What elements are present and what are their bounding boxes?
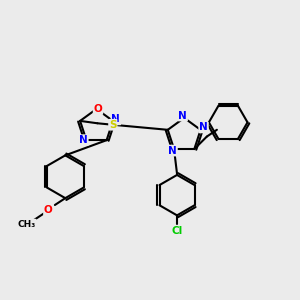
Text: CH₃: CH₃ [17,220,36,229]
Text: N: N [178,110,187,121]
Text: O: O [44,205,53,215]
Text: S: S [109,120,116,130]
Text: N: N [168,146,177,156]
Text: N: N [199,122,208,132]
Text: N: N [112,114,120,124]
Text: O: O [94,104,102,114]
Text: N: N [79,135,88,145]
Text: Cl: Cl [171,226,183,236]
